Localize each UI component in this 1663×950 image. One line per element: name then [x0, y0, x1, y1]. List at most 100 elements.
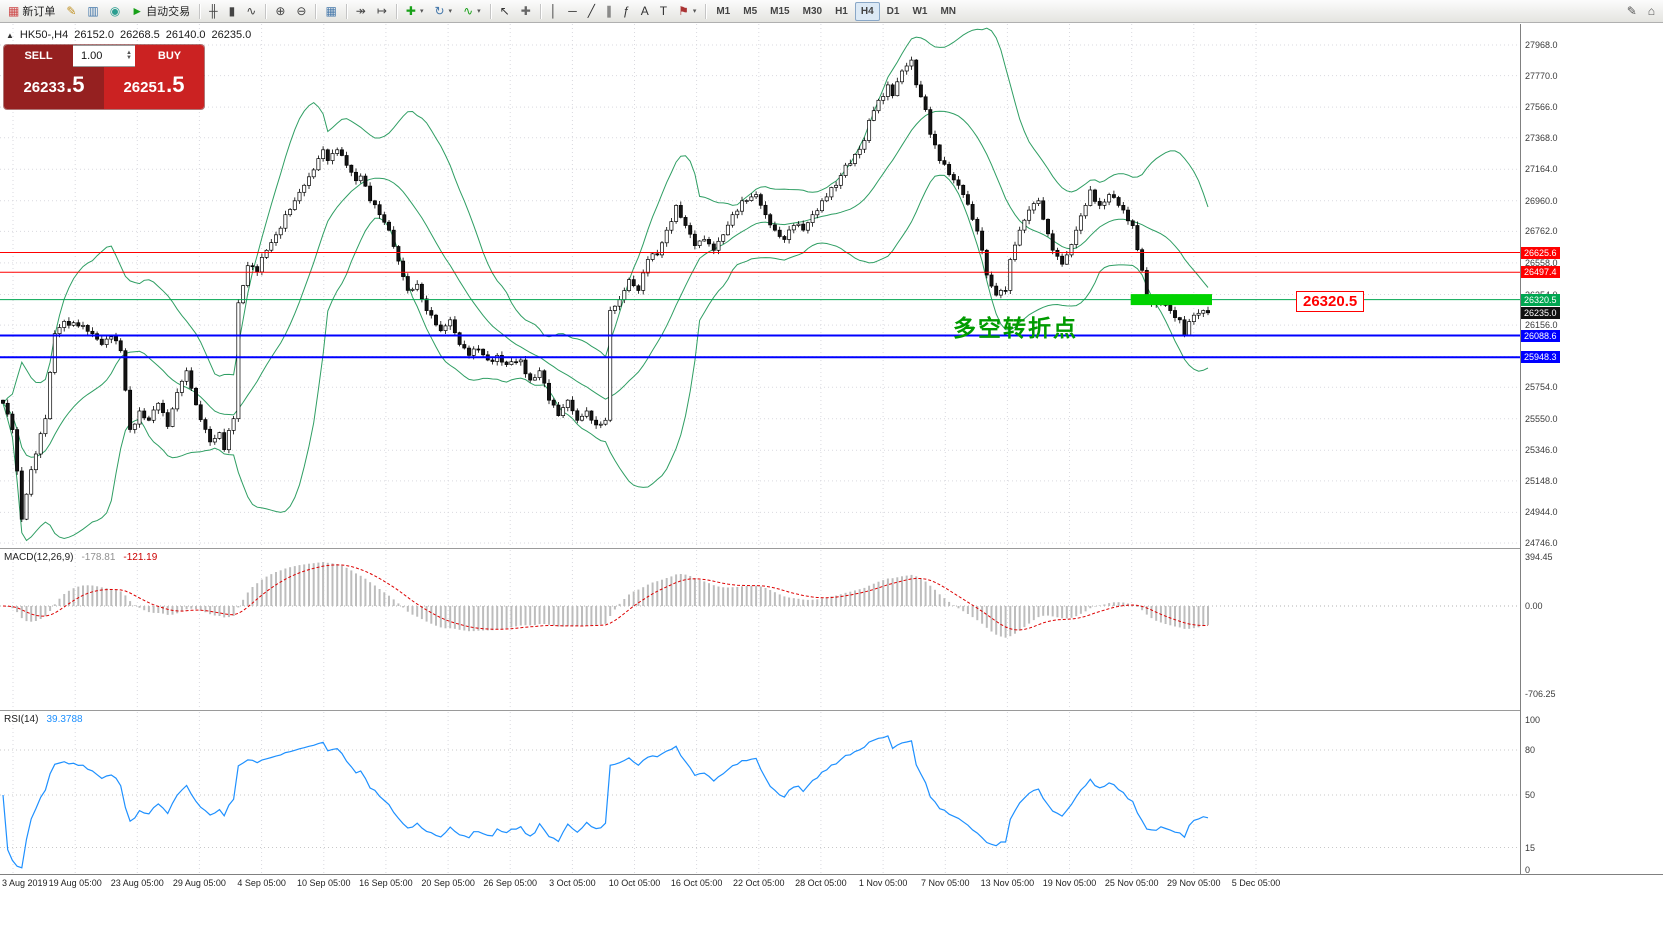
toolbar-extra-home-button[interactable]: ⌂ — [1643, 2, 1660, 21]
candle-body — [490, 359, 495, 362]
candle-body — [1116, 197, 1121, 206]
candle-body — [165, 412, 170, 427]
candle-body — [928, 109, 933, 135]
autotrade-button[interactable]: ► 自动交易 — [126, 2, 195, 21]
market-watch-button[interactable]: ▥ — [82, 2, 103, 21]
candle-body — [203, 419, 208, 430]
timeframe-m5-button[interactable]: M5 — [743, 5, 758, 17]
candle-body — [231, 418, 236, 431]
profiles-button[interactable]: ↻ ▾ — [429, 2, 457, 21]
rsi-panel-canvas[interactable] — [0, 712, 1520, 874]
y-axis-label: 27368.0 — [1525, 132, 1558, 143]
lot-decrease-button[interactable]: ▼ — [126, 55, 132, 61]
toolbar-extra-edit-button[interactable]: ✎ — [1622, 2, 1642, 21]
chart-shift-button[interactable]: ↦ — [372, 2, 392, 21]
horizontal-line-icon: ─ — [568, 4, 577, 18]
community-button[interactable]: ◉ — [105, 2, 125, 21]
toolbar-separator — [539, 3, 541, 19]
lot-size-field[interactable]: 1.00 ▲ ▼ — [73, 45, 135, 67]
channel-button[interactable]: ∥ — [601, 2, 617, 21]
candle-body — [1173, 310, 1177, 318]
x-axis-label: 3 Aug 2019 — [2, 878, 48, 888]
arrows-button[interactable]: ⚑ ▾ — [673, 2, 701, 21]
zoom-in-icon: ⊕ — [275, 4, 286, 18]
candle-body — [514, 361, 519, 364]
timeframe-m15-button[interactable]: M15 — [770, 5, 790, 17]
candle-body — [975, 218, 980, 232]
candle-body — [424, 298, 429, 311]
buy-price[interactable]: 26251.5 — [104, 67, 204, 109]
candle-body — [834, 184, 839, 188]
toolbar-separator — [345, 3, 347, 19]
rsi-axis-label: 0 — [1525, 865, 1531, 875]
toolbar-separator — [489, 3, 491, 19]
lot-increase-button[interactable]: ▲ — [126, 50, 132, 56]
y-axis-label: 27164.0 — [1525, 164, 1558, 175]
fibonacci-button[interactable]: ƒ — [618, 2, 635, 21]
candle-body — [307, 176, 311, 186]
sell-price[interactable]: 26233.5 — [4, 67, 104, 109]
x-axis-label: 19 Aug 05:00 — [48, 878, 102, 888]
candle-body — [848, 163, 853, 166]
cursor-button[interactable]: ↖ — [495, 2, 515, 21]
timeframe-m1-button[interactable]: M1 — [716, 5, 731, 17]
tile-windows-button[interactable]: ▦ — [320, 2, 341, 21]
candlestick-mode-button[interactable]: ▮ — [224, 2, 241, 21]
candle-body — [589, 410, 594, 421]
highlight-bar[interactable] — [1130, 294, 1212, 306]
x-axis-label: 25 Nov 05:00 — [1104, 878, 1159, 888]
auto-scroll-button[interactable]: ↠ — [351, 2, 371, 21]
candle-body — [114, 336, 118, 342]
new-order-button[interactable]: ▦ 新订单 — [3, 2, 60, 21]
line-chart-mode-button[interactable]: ∿ — [241, 2, 261, 21]
horizontal-line-button[interactable]: ─ — [563, 2, 582, 21]
candle-body — [749, 196, 754, 201]
candle-body — [462, 344, 467, 349]
candle-body — [156, 402, 161, 411]
x-axis-label: 28 Oct 05:00 — [795, 878, 847, 888]
lot-size-value[interactable]: 1.00 — [81, 50, 103, 62]
zoom-in-button[interactable]: ⊕ — [270, 2, 290, 21]
candle-body — [617, 299, 622, 307]
timeframe-h4-button[interactable]: H4 — [854, 1, 880, 21]
candle-body — [457, 332, 462, 345]
macd-name: MACD(12,26,9) — [4, 552, 74, 563]
pencil-icon: ✎ — [1626, 4, 1637, 18]
timeframe-m30-button[interactable]: M30 — [802, 5, 823, 17]
buy-button[interactable]: BUY — [135, 45, 204, 67]
trendline-button[interactable]: ╱ — [583, 2, 600, 21]
timeframe-d1-button[interactable]: D1 — [886, 5, 900, 17]
metaeditor-button[interactable]: ✎ — [61, 2, 81, 21]
panel-separator-rsi[interactable] — [0, 710, 1663, 712]
new-chart-button[interactable]: ✚ ▾ — [401, 2, 429, 21]
candle-body — [655, 253, 660, 256]
time-axis[interactable]: 3 Aug 2019 19 Aug 05:00 23 Aug 05:00 29 Aug… — [0, 874, 1663, 892]
macd-panel-canvas[interactable] — [0, 550, 1520, 710]
zoom-out-button[interactable]: ⊖ — [291, 2, 311, 21]
timeframe-h1-button[interactable]: H1 — [835, 5, 848, 17]
panel-separator-macd[interactable] — [0, 548, 1663, 550]
candle-body — [782, 236, 787, 240]
timeframe-mn-button[interactable]: MN — [940, 5, 957, 17]
label-button[interactable]: T — [655, 2, 672, 21]
candle-body — [434, 314, 438, 326]
indicators-button[interactable]: ∿ ▾ — [458, 2, 486, 21]
text-button[interactable]: A — [636, 2, 654, 21]
candle-body — [598, 423, 603, 426]
candle-body — [532, 377, 537, 381]
vertical-line-button[interactable]: │ — [545, 2, 563, 21]
candle-body — [29, 469, 34, 495]
candle-body — [1168, 305, 1173, 311]
candle-body — [132, 423, 137, 430]
candle-body — [405, 276, 410, 291]
bar-chart-mode-button[interactable]: ╫ — [204, 2, 223, 21]
sell-button[interactable]: SELL — [4, 45, 73, 67]
price-axis[interactable]: 27968.0 27770.0 27566.0 27368.0 27164.0 26960… — [1520, 24, 1663, 875]
chart-canvas[interactable] — [0, 24, 1520, 548]
candle-body — [1003, 290, 1008, 292]
timeframe-w1-button[interactable]: W1 — [912, 5, 928, 17]
crosshair-button[interactable]: ✚ — [516, 2, 536, 21]
candle-body — [66, 321, 71, 326]
candle-body — [1201, 310, 1206, 314]
candle-body — [1069, 244, 1074, 256]
